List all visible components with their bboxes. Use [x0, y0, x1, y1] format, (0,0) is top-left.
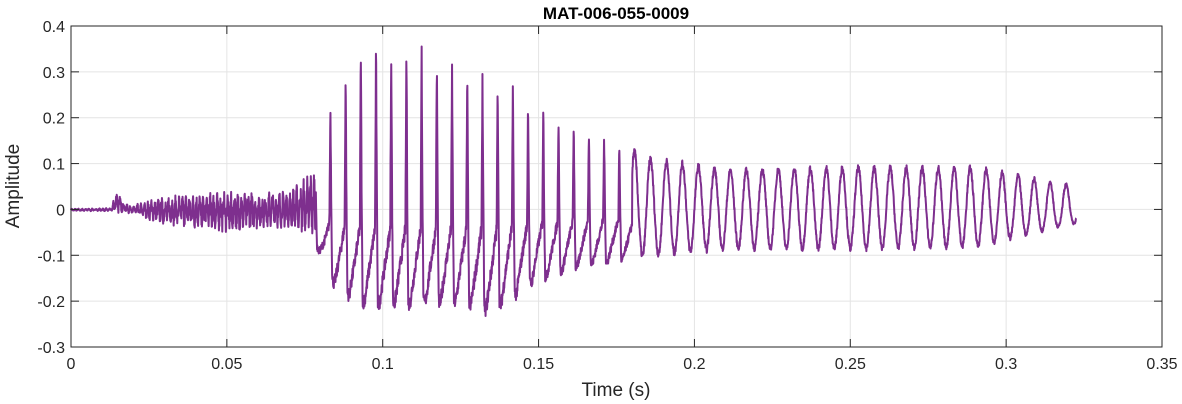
x-tick-label: 0.05 — [211, 356, 242, 373]
signal-trace — [70, 45, 1078, 318]
y-axis-label: Amplitude — [3, 144, 24, 229]
x-tick-label: 0 — [67, 356, 76, 373]
y-tick-label: 0 — [56, 202, 65, 219]
y-tick-label: -0.2 — [37, 294, 65, 311]
axis-ticks — [70, 25, 1163, 348]
x-tick-labels: 0 0.05 0.1 0.15 0.2 0.25 0.3 0.35 — [67, 356, 1178, 373]
y-tick-label: 0.1 — [43, 157, 65, 174]
plot-area — [71, 26, 1162, 347]
plot-frame — [70, 25, 1163, 348]
y-tick-labels: -0.3 -0.2 -0.1 0 0.1 0.2 0.3 0.4 — [37, 19, 65, 357]
y-tick-label: 0.3 — [43, 65, 65, 82]
y-tick-label: -0.3 — [37, 340, 65, 357]
x-tick-label: 0.2 — [683, 356, 705, 373]
y-tick-label: -0.1 — [37, 248, 65, 265]
signal-trace-group — [70, 45, 1078, 318]
x-tick-label: 0.25 — [835, 356, 866, 373]
x-tick-label: 0.1 — [372, 356, 394, 373]
x-axis-label: Time (s) — [582, 380, 651, 401]
y-tick-label: 0.2 — [43, 111, 65, 128]
y-tick-label: 0.4 — [43, 19, 65, 36]
chart-title: MAT-006-055-0009 — [543, 4, 689, 23]
x-tick-label: 0.3 — [995, 356, 1017, 373]
x-tick-label: 0.15 — [523, 356, 554, 373]
x-tick-label: 0.35 — [1146, 356, 1177, 373]
